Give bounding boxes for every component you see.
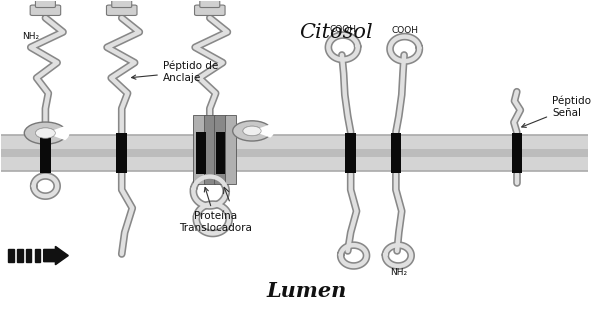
Bar [116, 133, 127, 173]
Bar [196, 132, 206, 174]
Circle shape [243, 126, 261, 136]
Bar [204, 115, 215, 184]
Text: COOH: COOH [392, 26, 419, 35]
Text: Lumen: Lumen [266, 281, 347, 301]
Bar [17, 249, 23, 262]
Bar [193, 115, 205, 184]
Circle shape [233, 121, 271, 141]
Circle shape [24, 122, 67, 144]
Bar [391, 133, 401, 173]
FancyBboxPatch shape [200, 0, 220, 7]
Bar [40, 133, 51, 173]
FancyBboxPatch shape [106, 5, 137, 15]
Wedge shape [252, 124, 274, 138]
Circle shape [35, 128, 55, 138]
Bar [8, 249, 14, 262]
Bar [346, 133, 356, 173]
Bar [215, 132, 225, 174]
Circle shape [35, 128, 55, 138]
Bar [225, 115, 236, 184]
Text: Péptido
Señal: Péptido Señal [522, 96, 591, 127]
Bar [35, 249, 40, 262]
Text: Citosol: Citosol [299, 23, 373, 41]
Text: Proteína
Translocadora: Proteína Translocadora [179, 188, 252, 233]
FancyBboxPatch shape [35, 0, 55, 7]
Wedge shape [46, 126, 70, 140]
Bar [1, 149, 589, 157]
Text: NH₂: NH₂ [389, 268, 407, 277]
Text: NH₂: NH₂ [22, 32, 40, 41]
FancyBboxPatch shape [194, 5, 225, 15]
Text: Péptido de
Anclaje: Péptido de Anclaje [131, 61, 218, 83]
Bar [512, 133, 522, 173]
Bar [214, 115, 226, 184]
FancyArrow shape [44, 246, 68, 265]
FancyBboxPatch shape [112, 0, 132, 7]
Text: COOH: COOH [329, 24, 356, 34]
Circle shape [243, 126, 261, 136]
FancyBboxPatch shape [30, 5, 61, 15]
Bar [1, 135, 589, 171]
Bar [26, 249, 31, 262]
